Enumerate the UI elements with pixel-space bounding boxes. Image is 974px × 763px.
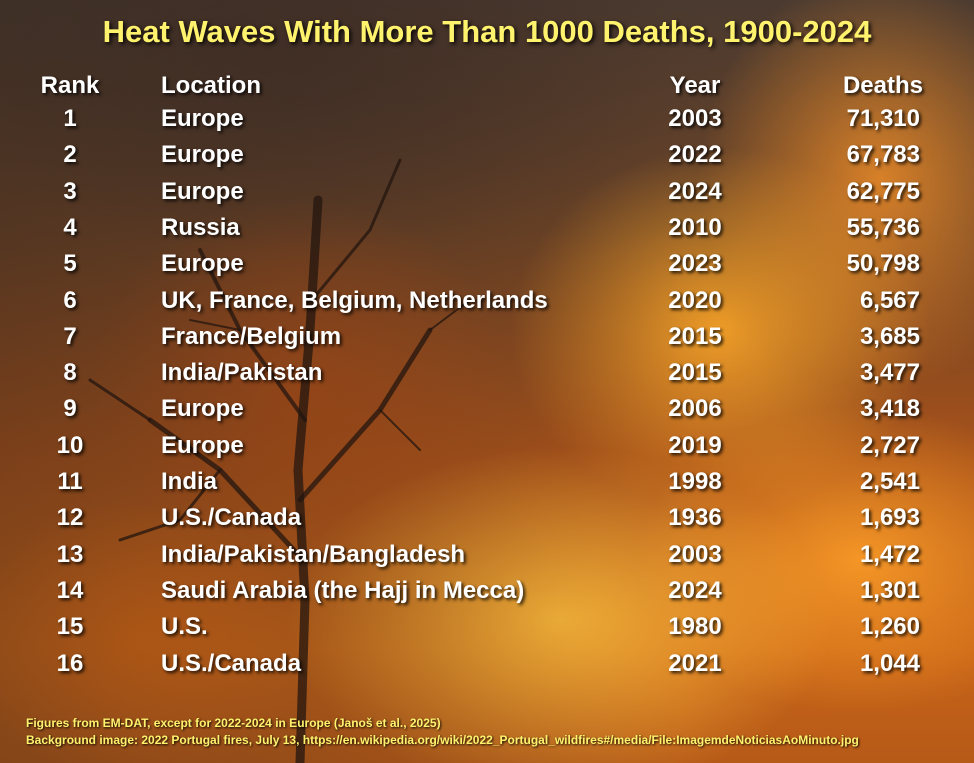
cell-year: 2022 xyxy=(668,141,722,169)
column-header-rank: Rank xyxy=(40,72,100,99)
cell-year: 2003 xyxy=(668,540,722,568)
table-row: 6 UK, France, Belgium, Netherlands 2020 6,5… xyxy=(0,286,974,322)
cell-deaths: 2,727 xyxy=(859,431,920,459)
table-row: 1 Europe 2003 71,310 xyxy=(0,104,974,140)
cell-location: Europe xyxy=(161,431,244,459)
cell-rank: 2 xyxy=(63,141,77,169)
cell-deaths: 62,775 xyxy=(846,177,920,205)
table-row: 12 U.S./Canada 1936 1,693 xyxy=(0,503,974,539)
cell-location: U.S. xyxy=(161,613,208,641)
chart-title: Heat Waves With More Than 1000 Deaths, 1… xyxy=(102,14,872,49)
cell-year: 2003 xyxy=(668,105,722,132)
cell-year: 2010 xyxy=(668,213,722,241)
table-row: 2 Europe 2022 67,783 xyxy=(0,140,974,176)
cell-rank: 11 xyxy=(57,468,83,495)
cell-deaths: 3,418 xyxy=(859,395,920,423)
background-credit: Background image: 2022 Portugal fires, J… xyxy=(26,733,859,747)
column-header-year: Year xyxy=(669,72,721,99)
table-row: 8 India/Pakistan 2015 3,477 xyxy=(0,358,974,394)
cell-rank: 6 xyxy=(63,286,77,314)
cell-deaths: 67,783 xyxy=(846,141,920,169)
cell-deaths: 1,260 xyxy=(859,613,920,641)
cell-year: 2021 xyxy=(668,649,722,677)
cell-deaths: 1,301 xyxy=(859,576,920,604)
table-row: 16 U.S./Canada 2021 1,044 xyxy=(0,649,974,685)
column-header-deaths: Deaths xyxy=(842,72,923,99)
column-header-location: Location xyxy=(161,72,261,99)
cell-location: Europe xyxy=(161,105,244,132)
table-row: 3 Europe 2024 62,775 xyxy=(0,177,974,213)
cell-location: France/Belgium xyxy=(161,322,342,350)
cell-rank: 8 xyxy=(63,359,77,387)
cell-location: Russia xyxy=(161,213,240,241)
table-row: 4 Russia 2010 55,736 xyxy=(0,213,974,249)
table-row: 7 France/Belgium 2015 3,685 xyxy=(0,322,974,358)
cell-location: U.S./Canada xyxy=(161,504,302,532)
cell-rank: 10 xyxy=(56,431,84,459)
cell-year: 2024 xyxy=(668,177,722,205)
cell-location: Europe xyxy=(161,395,244,423)
cell-deaths: 3,685 xyxy=(859,322,920,350)
cell-location: India/Pakistan xyxy=(161,359,323,387)
cell-year: 2015 xyxy=(668,322,722,350)
cell-rank: 3 xyxy=(63,177,77,205)
cell-deaths: 1,693 xyxy=(859,504,920,532)
table-row: 9 Europe 2006 3,418 xyxy=(0,394,974,430)
cell-year: 2020 xyxy=(668,286,722,314)
cell-year: 1998 xyxy=(668,468,722,495)
cell-deaths: 6,567 xyxy=(859,286,920,314)
table-row: 11 India 1998 2,541 xyxy=(0,467,974,503)
cell-rank: 7 xyxy=(63,322,77,350)
cell-location: U.S./Canada xyxy=(161,649,302,677)
cell-deaths: 2,541 xyxy=(859,468,920,495)
cell-year: 2023 xyxy=(668,250,722,278)
cell-rank: 15 xyxy=(56,613,84,641)
cell-rank: 9 xyxy=(63,395,77,423)
cell-location: Europe xyxy=(161,177,244,205)
cell-location: Saudi Arabia (the Hajj in Mecca) xyxy=(161,576,525,604)
cell-location: UK, France, Belgium, Netherlands xyxy=(161,286,548,314)
cell-location: India/Pakistan/Bangladesh xyxy=(161,540,466,568)
cell-rank: 12 xyxy=(56,504,84,532)
cell-deaths: 3,477 xyxy=(859,359,920,387)
cell-rank: 4 xyxy=(63,213,77,241)
table-row: 15 U.S. 1980 1,260 xyxy=(0,612,974,648)
cell-year: 2006 xyxy=(668,395,722,423)
cell-rank: 16 xyxy=(56,649,84,677)
cell-year: 1980 xyxy=(668,613,722,641)
cell-year: 2019 xyxy=(668,431,722,459)
cell-year: 2024 xyxy=(668,576,722,604)
cell-deaths: 55,736 xyxy=(846,213,920,241)
cell-rank: 5 xyxy=(63,250,77,278)
cell-location: Europe xyxy=(161,250,244,278)
cell-rank: 13 xyxy=(56,540,84,568)
source-note: Figures from EM-DAT, except for 2022-202… xyxy=(26,716,441,730)
cell-year: 2015 xyxy=(668,359,722,387)
cell-rank: 14 xyxy=(56,576,84,604)
cell-location: Europe xyxy=(161,141,244,169)
cell-rank: 1 xyxy=(63,105,77,132)
table-row: 5 Europe 2023 50,798 xyxy=(0,249,974,285)
cell-deaths: 1,472 xyxy=(859,540,920,568)
cell-deaths: 71,310 xyxy=(846,105,920,132)
table-row: 14 Saudi Arabia (the Hajj in Mecca) 2024 1,… xyxy=(0,576,974,612)
cell-location: India xyxy=(161,468,218,495)
table-row: 13 India/Pakistan/Bangladesh 2003 1,472 xyxy=(0,540,974,576)
cell-deaths: 1,044 xyxy=(859,649,920,677)
cell-year: 1936 xyxy=(668,504,722,532)
table-row: 10 Europe 2019 2,727 xyxy=(0,431,974,467)
cell-deaths: 50,798 xyxy=(846,250,920,278)
